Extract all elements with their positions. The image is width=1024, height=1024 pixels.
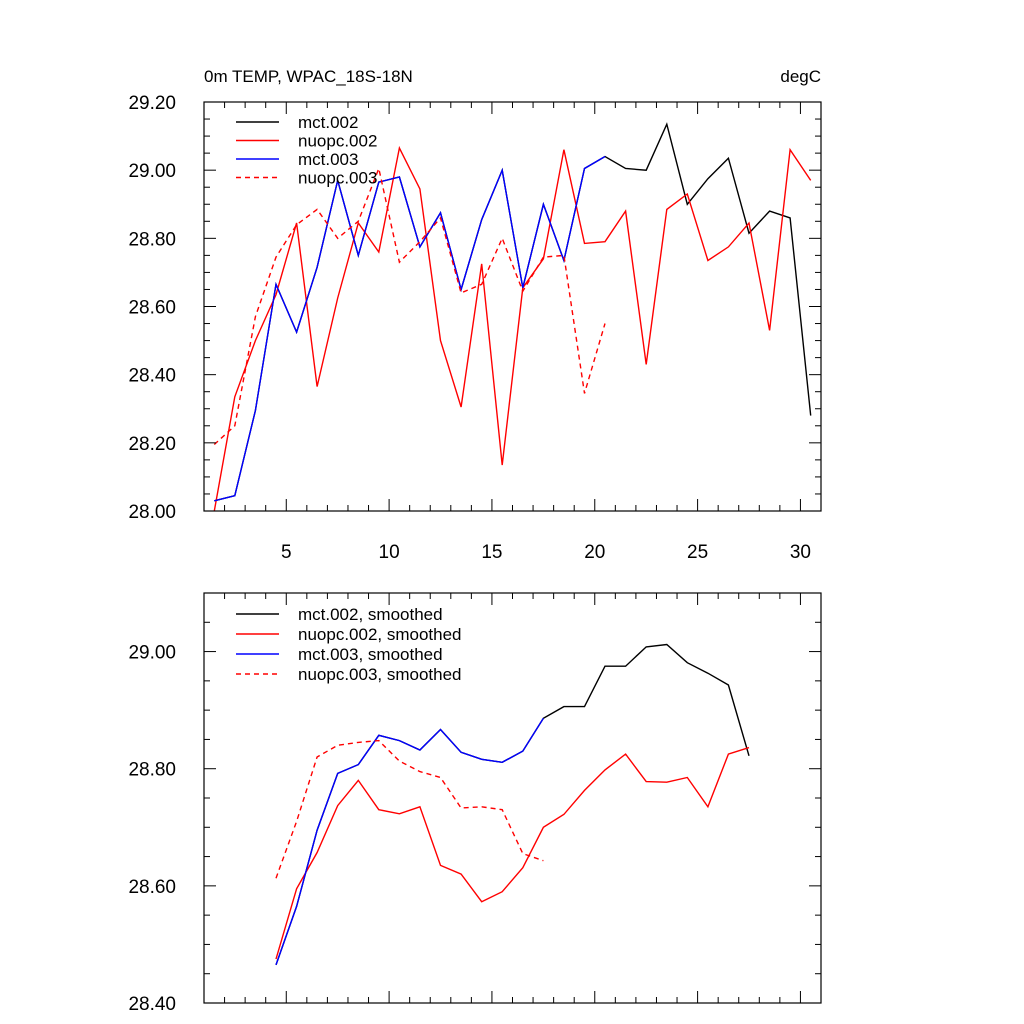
series-line-nuopc-002: [213, 145, 812, 511]
x-tick-label: 25: [687, 542, 708, 563]
series-line-mct-003-smoothed: [275, 717, 544, 966]
series-line-mct-003: [214, 155, 606, 502]
y-tick-label: 28.40: [128, 994, 176, 1015]
legend-label-nuopc-003: nuopc.003: [298, 169, 377, 188]
series-line-nuopc-002-smoothed: [275, 746, 750, 960]
y-tick-label: 29.20: [128, 93, 176, 114]
y-tick-label: 28.00: [128, 502, 176, 523]
y-tick-label: 29.00: [128, 161, 176, 182]
bottom-series-group: [275, 643, 750, 966]
x-tick-label: 5: [281, 542, 292, 563]
legend-label-nuopc-002-smoothed: nuopc.002, smoothed: [298, 625, 462, 644]
legend-label-nuopc-002: nuopc.002: [298, 132, 377, 151]
y-tick-label: 28.60: [128, 877, 176, 898]
y-tick-label: 28.60: [128, 298, 176, 319]
legend-label-mct-002-smoothed: mct.002, smoothed: [298, 605, 443, 624]
series-line-nuopc-003: [213, 166, 606, 446]
top-panel: 0m TEMP, WPAC_18S-18N degC 28.00 28.20 28.…: [128, 67, 822, 563]
legend-label-mct-003: mct.003: [298, 150, 358, 169]
y-tick-label: 28.80: [128, 760, 176, 781]
y-tick-label: 28.40: [128, 366, 176, 387]
x-tick-label: 15: [481, 542, 502, 563]
y-tick-label: 29.00: [128, 643, 176, 664]
chart-title: 0m TEMP, WPAC_18S-18N: [204, 67, 413, 86]
top-series-group: [213, 122, 812, 511]
legend-label-nuopc-003-smoothed: nuopc.003, smoothed: [298, 665, 462, 684]
units-label: degC: [780, 67, 821, 86]
x-tick-label: 10: [379, 542, 400, 563]
x-tick-label: 30: [790, 542, 811, 563]
legend-label-mct-002: mct.002: [298, 113, 358, 132]
x-tick-label: 20: [584, 542, 605, 563]
y-tick-label: 28.80: [128, 229, 176, 250]
y-tick-label: 28.20: [128, 434, 176, 455]
legend-label-mct-003-smoothed: mct.003, smoothed: [298, 645, 443, 664]
